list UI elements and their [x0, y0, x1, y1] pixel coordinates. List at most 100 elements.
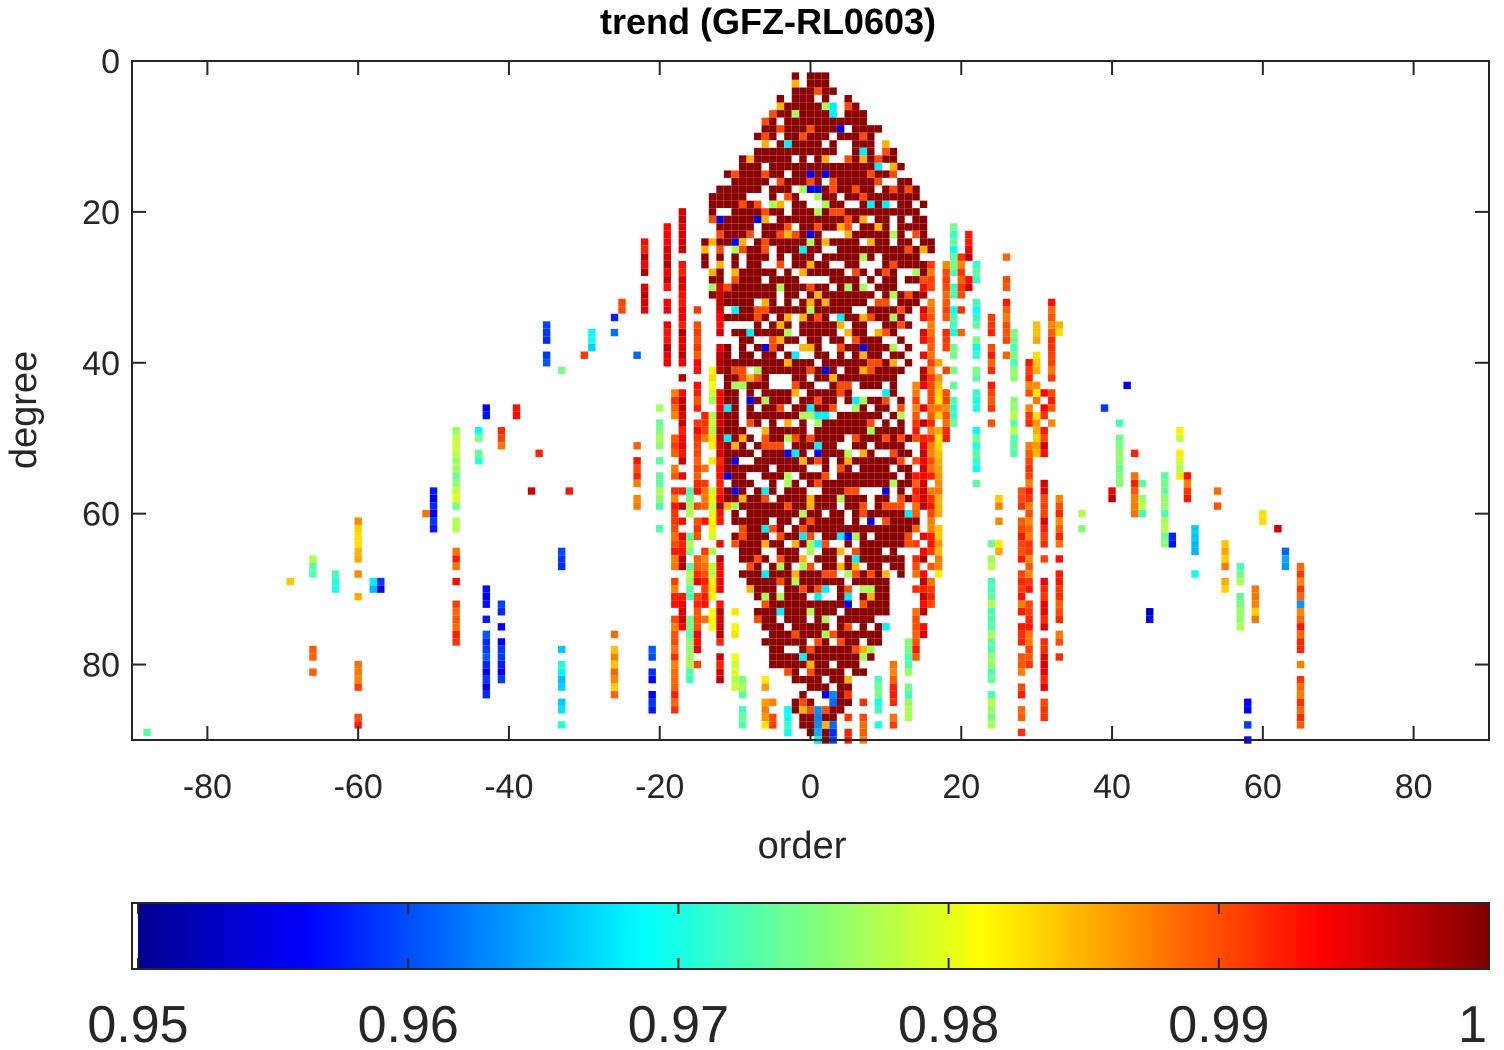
heatmap-cell — [754, 592, 762, 601]
heatmap-cell — [738, 426, 747, 435]
heatmap-cell — [882, 600, 890, 608]
heatmap-cell — [919, 592, 928, 601]
colorbar-ticks: 0.95 0.96 0.97 0.98 0.99 1 — [87, 904, 1490, 1050]
heatmap-cell — [995, 517, 1003, 525]
heatmap-cell — [1040, 487, 1048, 495]
heatmap-cell — [987, 675, 996, 684]
heatmap-cell — [867, 223, 875, 231]
heatmap-cell — [814, 125, 822, 133]
heatmap-cell — [452, 608, 460, 616]
heatmap-cell — [821, 653, 830, 661]
heatmap-cell — [746, 170, 754, 178]
heatmap-cell — [610, 683, 619, 691]
heatmap-cell — [829, 434, 837, 442]
heatmap-cell — [814, 638, 822, 646]
heatmap-cell — [882, 170, 890, 178]
heatmap-cell — [1040, 525, 1048, 533]
heatmap-cell — [897, 208, 905, 216]
heatmap-cell — [882, 396, 890, 405]
heatmap-cell — [867, 208, 875, 216]
heatmap-cell — [836, 359, 845, 367]
heatmap-cell — [889, 162, 898, 171]
heatmap-cell — [859, 230, 867, 239]
heatmap-cell — [648, 645, 656, 654]
heatmap-cell — [821, 472, 830, 480]
heatmap-cell — [919, 374, 928, 382]
heatmap-cell — [1025, 442, 1033, 450]
heatmap-cell — [806, 623, 815, 631]
heatmap-cell — [1221, 585, 1229, 593]
heatmap-cell — [919, 577, 928, 586]
heatmap-cell — [874, 472, 883, 480]
heatmap-cell — [1251, 615, 1259, 623]
heatmap-cell — [821, 419, 830, 427]
heatmap-cell — [784, 283, 792, 292]
heatmap-cell — [987, 351, 996, 359]
heatmap-cell — [1025, 411, 1033, 420]
heatmap-cell — [754, 555, 762, 563]
heatmap-cell — [754, 585, 762, 593]
heatmap-cell — [882, 502, 890, 510]
heatmap-cell — [784, 457, 792, 465]
heatmap-cell — [776, 525, 785, 533]
heatmap-cell — [1025, 464, 1033, 473]
heatmap-cell — [859, 366, 867, 375]
heatmap-cell — [1040, 555, 1048, 563]
heatmap-cell — [927, 426, 935, 435]
heatmap-cell — [814, 245, 822, 254]
heatmap-cell — [1040, 540, 1048, 548]
heatmap-cell — [882, 328, 890, 337]
heatmap-cell — [859, 336, 867, 344]
heatmap-cell — [738, 223, 747, 231]
heatmap-cell — [708, 509, 717, 518]
heatmap-cell — [844, 374, 852, 382]
heatmap-cell — [708, 374, 717, 382]
heatmap-cell — [686, 585, 694, 593]
heatmap-cell — [927, 245, 935, 254]
heatmap-cell — [912, 457, 920, 465]
heatmap-cell — [701, 411, 709, 420]
heatmap-cell — [806, 110, 815, 118]
heatmap-cell — [852, 343, 860, 352]
heatmap-cell — [791, 102, 800, 110]
heatmap-cell — [1025, 577, 1033, 586]
heatmap-cell — [889, 525, 898, 533]
heatmap-cell — [889, 517, 898, 525]
heatmap-cell — [746, 389, 754, 397]
heatmap-cell — [671, 464, 679, 473]
heatmap-cell — [836, 125, 845, 133]
heatmap-cell — [867, 238, 875, 246]
heatmap-cell — [671, 683, 679, 691]
heatmap-cell — [738, 487, 747, 495]
heatmap-cell — [708, 389, 717, 397]
heatmap-cell — [1025, 487, 1033, 495]
heatmap-cell — [821, 102, 830, 110]
heatmap-cell — [678, 404, 687, 412]
heatmap-cell — [1296, 592, 1305, 601]
heatmap-cell — [814, 208, 822, 216]
heatmap-cell — [640, 253, 649, 261]
heatmap-cell — [889, 389, 898, 397]
heatmap-cell — [874, 464, 883, 473]
heatmap-cell — [927, 547, 935, 556]
heatmap-cell — [859, 608, 867, 616]
heatmap-cell — [882, 494, 890, 503]
heatmap-cell — [814, 79, 822, 88]
heatmap-cell — [708, 517, 717, 525]
heatmap-cell — [799, 185, 807, 193]
x-tick-label: 60 — [1244, 768, 1282, 806]
heatmap-cell — [889, 306, 898, 314]
heatmap-cell — [889, 261, 898, 269]
heatmap-cell — [821, 517, 830, 525]
heatmap-cell — [806, 442, 815, 450]
heatmap-cell — [731, 653, 739, 661]
heatmap-cell — [806, 396, 815, 405]
heatmap-cell — [972, 426, 981, 435]
heatmap-cell — [950, 321, 958, 329]
heatmap-cell — [904, 185, 913, 193]
heatmap-cell — [716, 389, 724, 397]
heatmap-cell — [904, 660, 913, 669]
heatmap-cell — [867, 630, 875, 639]
heatmap-cell — [791, 532, 800, 540]
heatmap-cell — [806, 562, 815, 571]
